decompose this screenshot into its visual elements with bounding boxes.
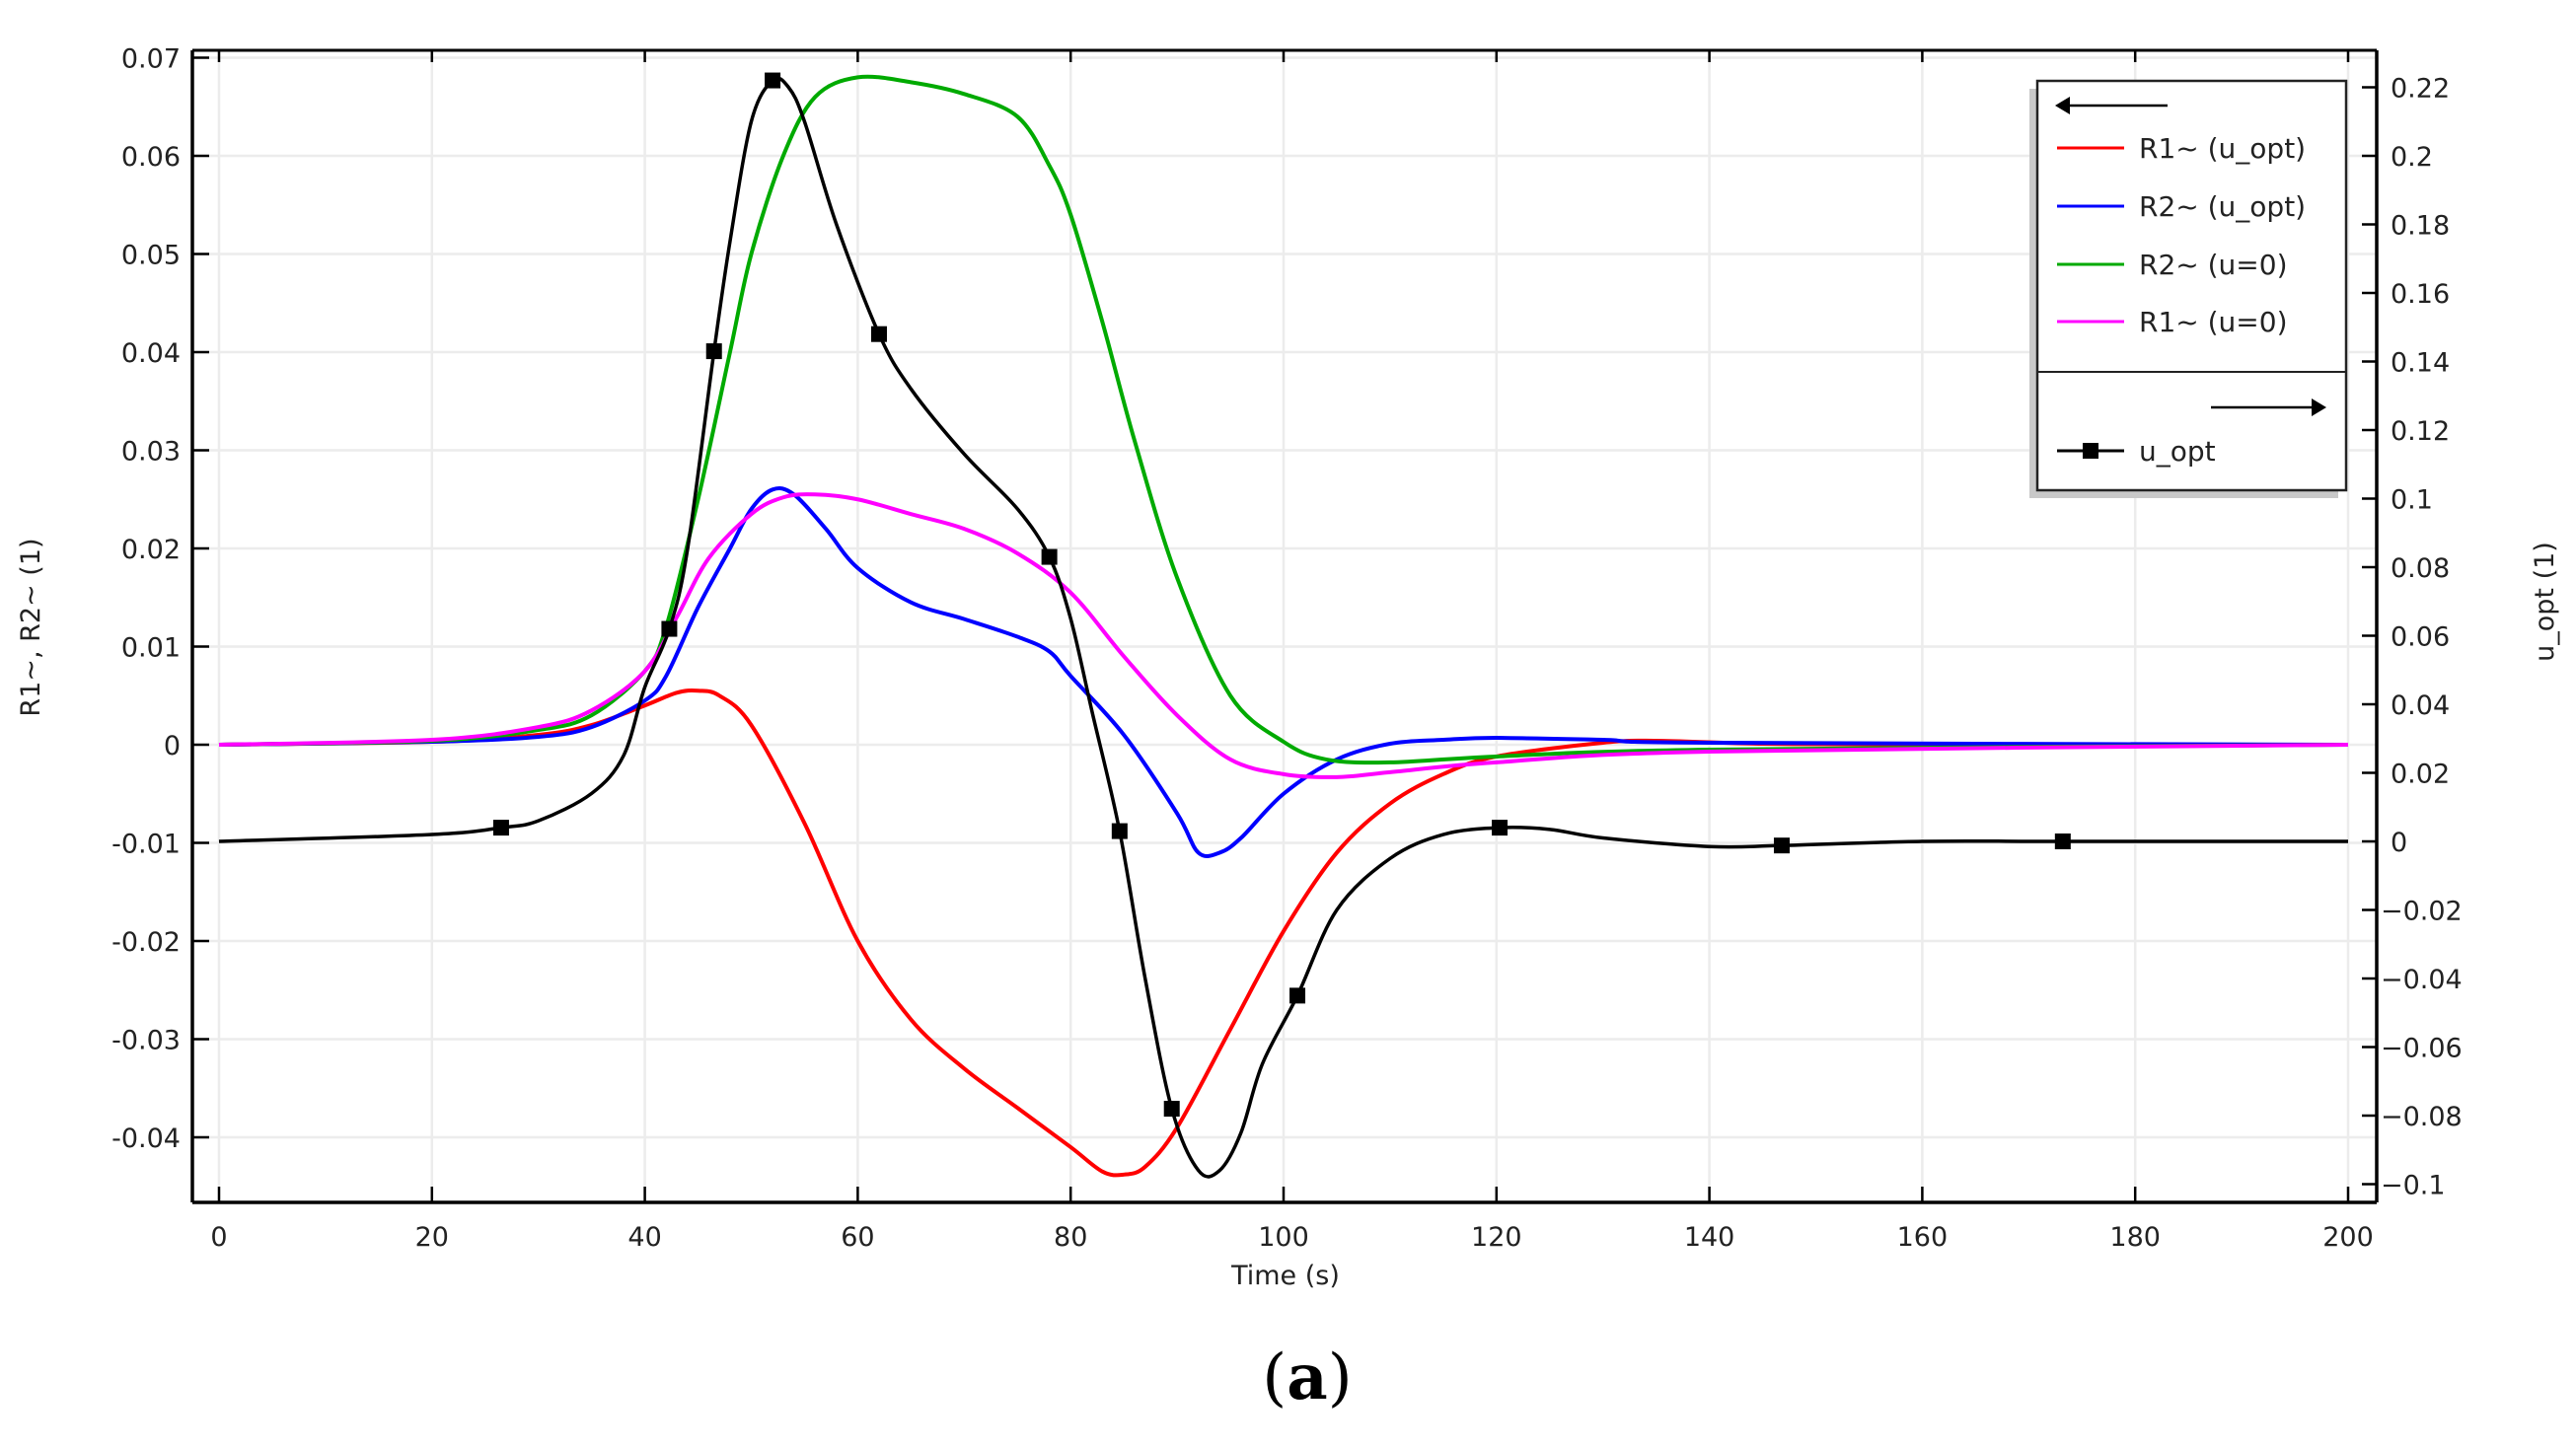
x-axis-title: Time (s) — [1230, 1261, 1340, 1291]
svg-text:0.02: 0.02 — [2391, 760, 2450, 790]
y-axis-right-title: u_opt (1) — [2530, 542, 2560, 662]
square-marker-icon — [765, 72, 781, 89]
square-marker-icon — [705, 343, 722, 360]
square-marker-icon — [1111, 823, 1128, 839]
legend-item-r2-u0: R2~ (u=0) — [2057, 249, 2288, 281]
svg-text:-0.04: -0.04 — [111, 1123, 181, 1154]
square-marker-icon — [1163, 1101, 1180, 1118]
svg-text:−0.06: −0.06 — [2381, 1034, 2463, 1064]
plot-series — [218, 72, 2349, 1179]
svg-text:R2~ (u=0): R2~ (u=0) — [2139, 249, 2288, 281]
svg-text:0: 0 — [210, 1222, 227, 1253]
svg-text:80: 80 — [1054, 1222, 1087, 1253]
legend-item-r2-uopt: R2~ (u_opt) — [2057, 190, 2306, 223]
svg-text:0.07: 0.07 — [121, 44, 181, 75]
svg-text:0: 0 — [164, 731, 181, 761]
svg-text:R1~ (u=0): R1~ (u=0) — [2139, 306, 2288, 338]
square-marker-icon — [1041, 548, 1058, 565]
svg-text:−0.02: −0.02 — [2381, 897, 2463, 927]
left-axis-arrow-icon — [2055, 97, 2168, 114]
svg-text:200: 200 — [2322, 1222, 2374, 1253]
square-marker-icon — [870, 326, 887, 342]
y-axis-left-ticks: 0.07 0.06 0.05 0.04 0.03 0.02 0.01 0 -0.01 -0.02 -… — [111, 44, 209, 1154]
right-axis-arrow-icon — [2211, 398, 2326, 416]
svg-text:120: 120 — [1471, 1222, 1522, 1253]
svg-text:0.08: 0.08 — [2391, 553, 2450, 584]
svg-text:140: 140 — [1684, 1222, 1735, 1253]
svg-text:0.06: 0.06 — [121, 142, 181, 173]
svg-text:0.12: 0.12 — [2391, 416, 2450, 447]
svg-text:u_opt: u_opt — [2139, 435, 2216, 468]
svg-text:0.05: 0.05 — [121, 241, 181, 271]
svg-text:0.2: 0.2 — [2391, 142, 2433, 173]
svg-text:R2~ (u_opt): R2~ (u_opt) — [2139, 190, 2306, 223]
svg-text:-0.03: -0.03 — [111, 1026, 181, 1056]
square-marker-icon — [1492, 820, 1509, 836]
svg-text:R1~ (u_opt): R1~ (u_opt) — [2139, 132, 2306, 165]
legend-item-u-opt: u_opt — [2057, 435, 2216, 468]
y-axis-left-title: R1~, R2~ (1) — [16, 538, 46, 716]
svg-text:−0.08: −0.08 — [2381, 1102, 2463, 1132]
square-marker-icon — [492, 820, 509, 836]
svg-text:(a): (a) — [1262, 1340, 1352, 1414]
square-marker-icon — [1773, 837, 1790, 854]
y-axis-right-ticks: 0.22 0.2 0.18 0.16 0.14 0.12 0.1 0.08 0.06 0.04 0.… — [2362, 74, 2463, 1201]
svg-text:0: 0 — [2391, 828, 2407, 858]
x-axis-ticks: 0 20 40 60 80 100 120 140 160 180 200 — [210, 50, 2374, 1253]
svg-text:0.01: 0.01 — [121, 633, 181, 664]
svg-text:0.04: 0.04 — [121, 338, 181, 369]
square-marker-icon — [2083, 443, 2098, 459]
svg-text:180: 180 — [2109, 1222, 2161, 1253]
square-marker-icon — [2054, 833, 2071, 849]
svg-text:40: 40 — [627, 1222, 661, 1253]
svg-text:0.14: 0.14 — [2391, 348, 2450, 379]
svg-text:60: 60 — [841, 1222, 874, 1253]
svg-text:0.02: 0.02 — [121, 535, 181, 565]
series-r1-u-0 — [218, 492, 2349, 779]
square-marker-icon — [661, 620, 678, 637]
svg-text:20: 20 — [415, 1222, 449, 1253]
svg-text:-0.01: -0.01 — [111, 830, 181, 860]
legend-item-r1-u0: R1~ (u=0) — [2057, 306, 2288, 338]
svg-text:0.22: 0.22 — [2391, 74, 2450, 105]
svg-text:0.18: 0.18 — [2391, 211, 2450, 242]
svg-text:-0.02: -0.02 — [111, 927, 181, 958]
svg-text:100: 100 — [1258, 1222, 1309, 1253]
svg-text:160: 160 — [1897, 1222, 1949, 1253]
svg-text:0.04: 0.04 — [2391, 690, 2450, 721]
svg-text:0.03: 0.03 — [121, 437, 181, 468]
svg-text:0.16: 0.16 — [2391, 279, 2450, 310]
svg-text:−0.1: −0.1 — [2381, 1171, 2446, 1201]
figure-caption: (a) — [1262, 1340, 1352, 1414]
legend: R1~ (u_opt) R2~ (u_opt) R2~ (u=0) R1~ (u… — [2029, 79, 2348, 498]
legend-item-r1-uopt: R1~ (u_opt) — [2057, 132, 2306, 165]
series-r2-u-opt — [218, 486, 2349, 859]
svg-text:0.06: 0.06 — [2391, 622, 2450, 653]
square-marker-icon — [1289, 987, 1306, 1004]
svg-text:0.1: 0.1 — [2391, 485, 2433, 516]
svg-text:−0.04: −0.04 — [2381, 965, 2463, 995]
